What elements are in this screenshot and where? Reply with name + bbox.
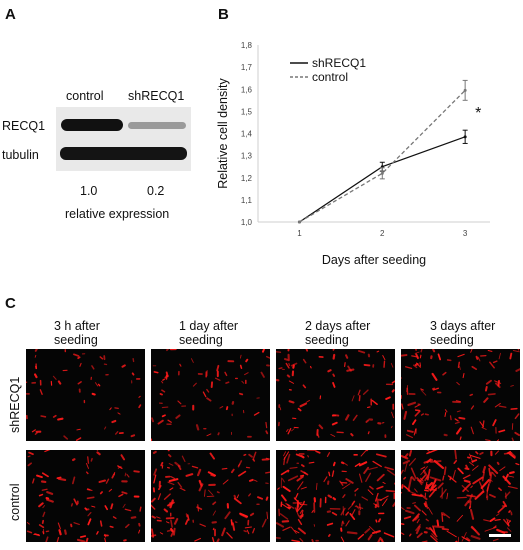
col-header-1day-line2: seeding — [179, 333, 223, 347]
row-label-shrecq1: shRECQ1 — [8, 376, 22, 433]
cell-signal-layer — [151, 349, 270, 441]
y-tick-label: 1,1 — [241, 196, 253, 205]
y-axis-label: Relative cell density — [216, 78, 230, 189]
col-header-1day-line1: 1 day after — [179, 319, 239, 333]
col-header-3h-line1: 3 h after — [54, 319, 100, 333]
protein-label-tubulin: tubulin — [2, 148, 39, 162]
cell-signal-layer — [151, 450, 270, 542]
y-tick-label: 1,7 — [241, 63, 253, 72]
micrograph-shrecq1-3h — [26, 349, 145, 441]
lane-label-shrecq1: shRECQ1 — [128, 89, 185, 103]
x-tick-label: 2 — [380, 229, 385, 238]
y-tick-label: 1,2 — [241, 174, 253, 183]
quant-shrecq1: 0.2 — [147, 184, 165, 198]
y-tick-label: 1,8 — [241, 41, 253, 50]
col-header-3days: 3 days after seeding — [430, 319, 495, 347]
legend-label-control: control — [312, 70, 348, 84]
micrograph-control-2days — [276, 450, 395, 542]
recq1-band-shrecq1 — [128, 122, 186, 129]
col-header-3days-line1: 3 days after — [430, 319, 496, 333]
micrograph-control-1day — [151, 450, 270, 542]
x-axis-label: Days after seeding — [322, 253, 426, 267]
cell-signal-layer — [26, 349, 142, 441]
col-header-3h-line2: seeding — [54, 333, 98, 347]
micrograph-shrecq1-1day — [151, 349, 270, 441]
row-label-control: control — [8, 483, 22, 521]
western-blot — [56, 107, 191, 171]
protein-label-recq1: RECQ1 — [2, 119, 46, 133]
x-tick-label: 3 — [463, 229, 468, 238]
micrograph-shrecq1-3days — [401, 349, 520, 441]
panel-b-letter: B — [218, 6, 229, 23]
data-point-control — [463, 88, 467, 92]
micrograph-control-3h — [26, 450, 145, 542]
col-header-3h: 3 h after seeding — [54, 319, 100, 347]
cell-signal-layer — [276, 450, 395, 542]
tubulin-band — [60, 147, 187, 160]
y-tick-label: 1,6 — [241, 85, 253, 94]
panel-c-letter: C — [5, 295, 16, 312]
significance-marker: * — [475, 105, 481, 122]
lane-label-control: control — [66, 89, 104, 103]
y-tick-label: 1,0 — [241, 218, 253, 227]
data-point-control — [297, 220, 301, 224]
cell-signal-layer — [401, 450, 520, 542]
quant-label: relative expression — [65, 207, 170, 221]
series-line-control — [299, 89, 466, 223]
cell-signal-layer — [276, 349, 395, 439]
col-header-1day: 1 day after seeding — [179, 319, 238, 347]
scale-bar — [489, 534, 511, 537]
y-tick-label: 1,4 — [241, 130, 253, 139]
col-header-3days-line2: seeding — [430, 333, 474, 347]
y-tick-label: 1,5 — [241, 107, 253, 116]
legend-label-shrecq1: shRECQ1 — [312, 56, 366, 70]
col-header-2days-line2: seeding — [305, 333, 349, 347]
x-tick-label: 1 — [297, 229, 302, 238]
y-tick-label: 1,3 — [241, 152, 253, 161]
micrograph-control-3days — [401, 450, 520, 542]
panel-a-letter: A — [5, 6, 16, 23]
micrograph-shrecq1-2days — [276, 349, 395, 441]
quant-control: 1.0 — [80, 184, 98, 198]
col-header-2days-line1: 2 days after — [305, 319, 371, 333]
series-line-shrecq1 — [299, 136, 466, 223]
data-point-shrecq1 — [463, 135, 467, 139]
recq1-band-control — [61, 119, 123, 131]
col-header-2days: 2 days after seeding — [305, 319, 370, 347]
cell-signal-layer — [401, 349, 520, 441]
cell-density-chart: 1,0 1,1 1,2 1,3 1,4 1,5 1,6 1,7 1,8 1 2 3 Days after… — [216, 41, 490, 267]
cell-signal-layer — [26, 450, 142, 542]
data-point-control — [380, 171, 384, 175]
